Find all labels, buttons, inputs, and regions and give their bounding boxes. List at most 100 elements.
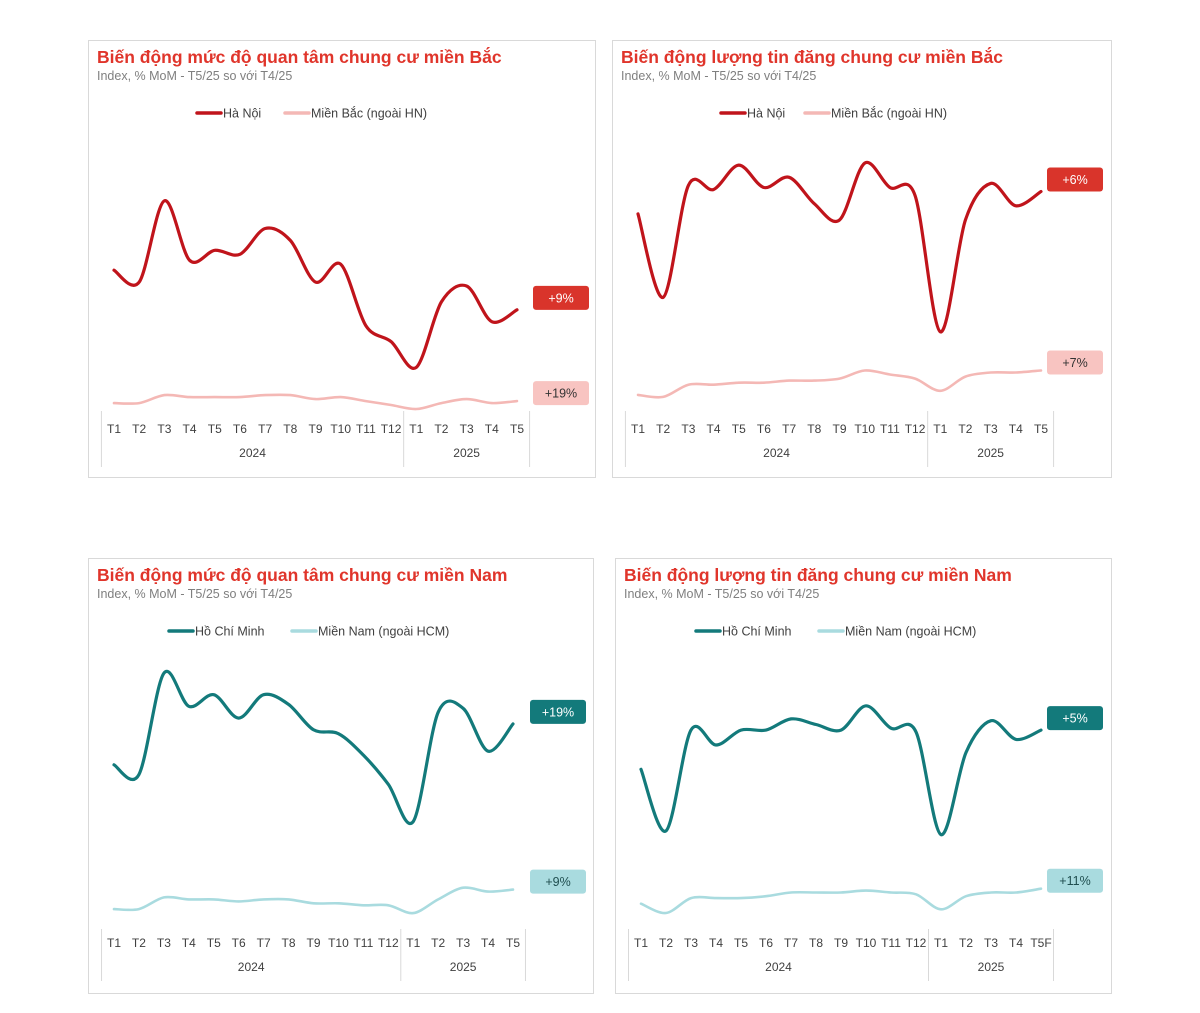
tick-label: T7 xyxy=(258,422,272,436)
tick-label: T12 xyxy=(906,936,927,950)
tick-label: T6 xyxy=(759,936,773,950)
line-chart: Hà Nội Miền Bắc (ngoài HN) T1 T2 T3 T4 T5 T6 T7 T… xyxy=(624,106,1103,467)
tick-label: T5 xyxy=(506,936,520,950)
tick-label: T2 xyxy=(132,936,146,950)
line-chart: Hồ Chí Minh Miền Nam (ngoài HCM) T1 T2 T3 T4 T… xyxy=(628,625,1103,981)
legend-label: Miền Nam (ngoài HCM) xyxy=(845,625,976,639)
tick-label: T1 xyxy=(933,422,947,436)
tick-label: T3 xyxy=(681,422,695,436)
chart-title: Biến động lượng tin đăng chung cư miền B… xyxy=(621,47,1003,67)
change-badge-label: +5% xyxy=(1062,712,1087,726)
tick-label: T2 xyxy=(958,422,972,436)
chart-panel: Biến động mức độ quan tâm chung cư miền … xyxy=(88,558,594,994)
tick-label: T1 xyxy=(409,422,423,436)
series-line xyxy=(636,369,1043,399)
tick-label: T2 xyxy=(656,422,670,436)
series-line xyxy=(112,393,519,411)
tick-label: T4 xyxy=(1009,936,1023,950)
tick-label: T9 xyxy=(306,936,320,950)
legend-label: Hà Nội xyxy=(223,107,261,121)
line-chart: Hà Nội Miền Bắc (ngoài HN) T1 T2 T3 T4 T5 T6 T7 T… xyxy=(100,106,589,467)
tick-label: T3 xyxy=(984,936,998,950)
tick-label: T2 xyxy=(431,936,445,950)
series-line xyxy=(639,887,1043,915)
tick-label: T8 xyxy=(282,936,296,950)
tick-label: T10 xyxy=(856,936,877,950)
tick-label: T2 xyxy=(132,422,146,436)
chart-title: Biến động lượng tin đăng chung cư miền N… xyxy=(624,565,1012,585)
legend-label: Hồ Chí Minh xyxy=(195,625,265,639)
tick-label: T11 xyxy=(880,422,900,436)
tick-label: T6 xyxy=(233,422,247,436)
group-label: 2024 xyxy=(765,960,792,974)
tick-label: T10 xyxy=(854,422,875,436)
group-label: 2024 xyxy=(763,446,790,460)
tick-label: T5 xyxy=(208,422,222,436)
group-label: 2025 xyxy=(453,446,480,460)
tick-label: T5 xyxy=(207,936,221,950)
tick-label: T3 xyxy=(157,936,171,950)
tick-label: T5 xyxy=(510,422,524,436)
tick-label: T9 xyxy=(834,936,848,950)
change-badge-label: +11% xyxy=(1059,874,1090,888)
legend-label: Miền Bắc (ngoài HN) xyxy=(831,106,947,121)
tick-label: T1 xyxy=(107,422,121,436)
tick-label: T5 xyxy=(734,936,748,950)
tick-label: T1 xyxy=(631,422,645,436)
tick-label: T5F xyxy=(1030,936,1051,950)
change-badge xyxy=(1047,868,1103,893)
change-badge xyxy=(533,285,589,310)
tick-label: T2 xyxy=(659,936,673,950)
series-line xyxy=(112,669,515,826)
chart-title: Biến động mức độ quan tâm chung cư miền … xyxy=(97,565,508,585)
change-badge-label: +19% xyxy=(545,387,577,401)
tick-label: T3 xyxy=(984,422,998,436)
tick-label: T2 xyxy=(434,422,448,436)
tick-label: T8 xyxy=(809,936,823,950)
change-badge xyxy=(533,381,589,406)
change-badge xyxy=(1047,167,1103,192)
tick-label: T7 xyxy=(784,936,798,950)
change-badge xyxy=(1047,706,1103,731)
tick-label: T11 xyxy=(356,422,376,436)
chart-title: Biến động mức độ quan tâm chung cư miền … xyxy=(97,47,502,67)
tick-label: T5 xyxy=(732,422,746,436)
tick-label: T4 xyxy=(707,422,721,436)
tick-label: T4 xyxy=(182,936,196,950)
tick-label: T2 xyxy=(959,936,973,950)
tick-label: T9 xyxy=(308,422,322,436)
chart-subtitle: Index, % MoM - T5/25 so với T4/25 xyxy=(97,587,293,601)
chart-panel: Biến động mức độ quan tâm chung cư miền … xyxy=(88,40,596,478)
tick-label: T1 xyxy=(406,936,420,950)
legend-label: Hồ Chí Minh xyxy=(722,625,792,639)
legend-label: Miền Nam (ngoài HCM) xyxy=(318,625,449,639)
tick-label: T11 xyxy=(881,936,901,950)
change-badge-label: +9% xyxy=(545,875,570,889)
tick-label: T3 xyxy=(460,422,474,436)
series-line xyxy=(639,704,1043,837)
chart-subtitle: Index, % MoM - T5/25 so với T4/25 xyxy=(621,69,817,83)
tick-label: T10 xyxy=(330,422,351,436)
tick-label: T8 xyxy=(807,422,821,436)
series-line xyxy=(112,199,519,370)
tick-label: T4 xyxy=(1009,422,1023,436)
tick-label: T1 xyxy=(634,936,648,950)
change-badge xyxy=(530,869,586,894)
chart-panel: Biến động lượng tin đăng chung cư miền B… xyxy=(612,40,1112,478)
tick-label: T6 xyxy=(232,936,246,950)
tick-label: T3 xyxy=(157,422,171,436)
change-badge-label: +7% xyxy=(1062,356,1087,370)
group-label: 2025 xyxy=(977,446,1004,460)
change-badge-label: +6% xyxy=(1062,173,1087,187)
change-badge-label: +9% xyxy=(548,291,573,305)
chart-subtitle: Index, % MoM - T5/25 so với T4/25 xyxy=(624,587,820,601)
tick-label: T12 xyxy=(905,422,926,436)
series-line xyxy=(112,886,515,915)
tick-label: T9 xyxy=(832,422,846,436)
change-badge xyxy=(530,699,586,724)
tick-label: T1 xyxy=(107,936,121,950)
chart-panel: Biến động lượng tin đăng chung cư miền N… xyxy=(615,558,1112,994)
tick-label: T12 xyxy=(378,936,399,950)
tick-label: T4 xyxy=(481,936,495,950)
tick-label: T10 xyxy=(328,936,349,950)
